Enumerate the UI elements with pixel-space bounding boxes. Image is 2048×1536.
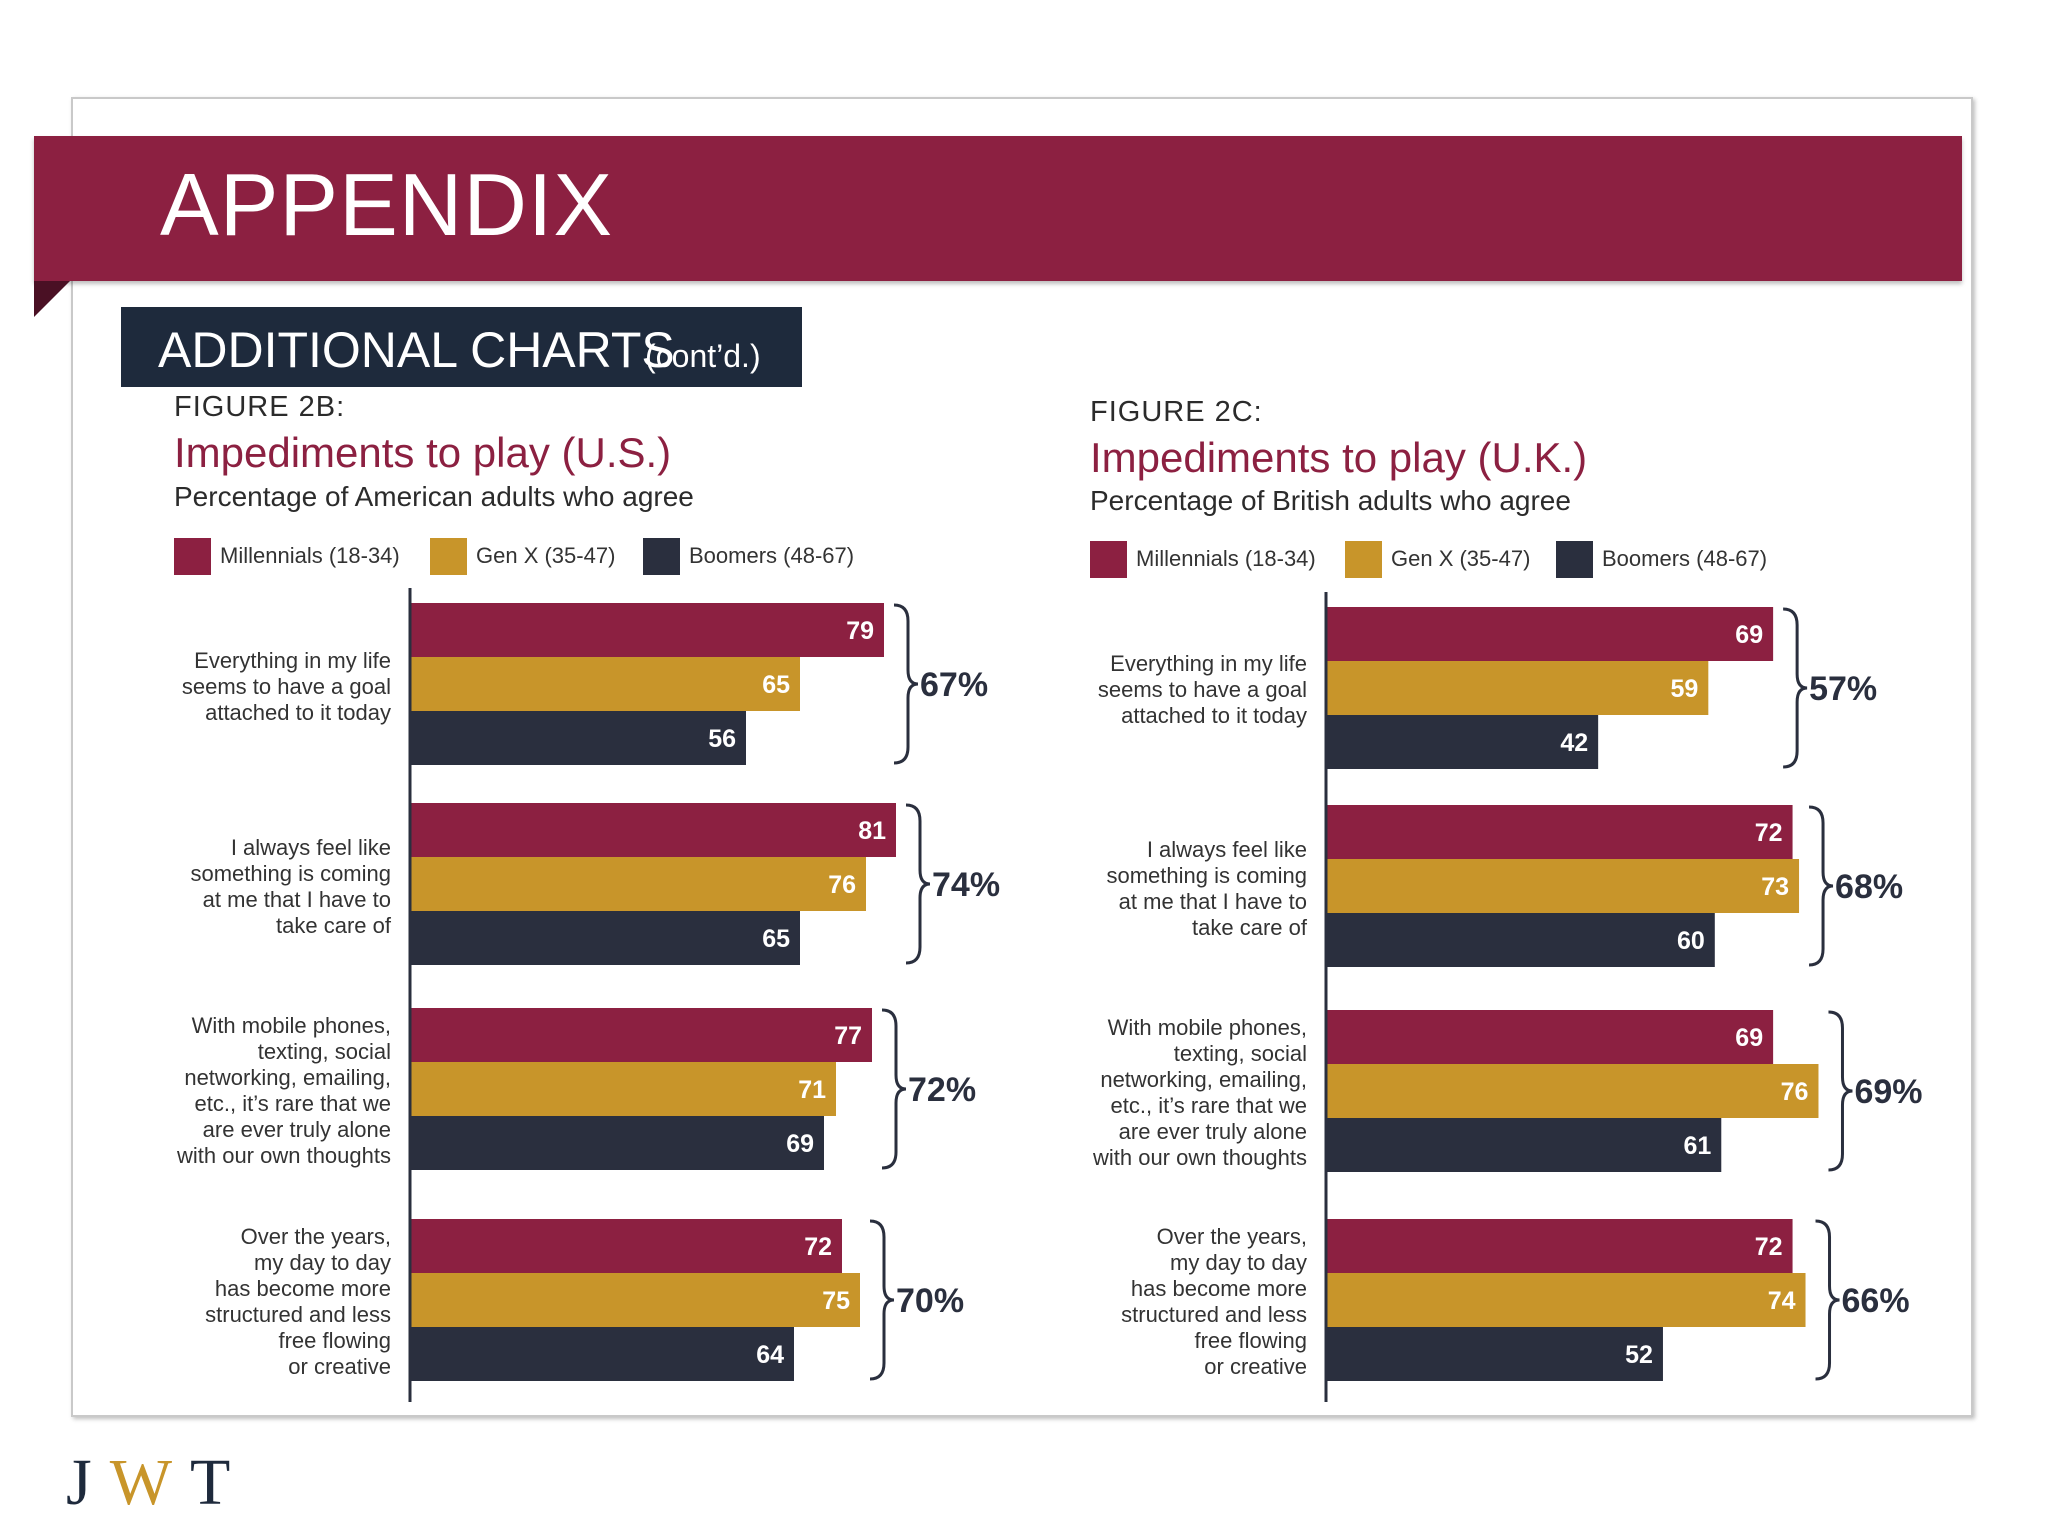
- category-label: I always feel like something is coming a…: [1106, 837, 1307, 940]
- figure-2c-label: FIGURE 2C:: [1090, 396, 1263, 428]
- bar-millennials: [1326, 805, 1793, 859]
- bar-value-label: 52: [1625, 1341, 1653, 1369]
- bar-millennials: [1326, 607, 1774, 661]
- group-total-label: 57%: [1809, 670, 1877, 708]
- bar-genx: [1326, 661, 1709, 715]
- group-total-label: 68%: [1835, 868, 1903, 906]
- bar-genx: [1326, 1273, 1806, 1327]
- bar-boomers: [1326, 913, 1715, 967]
- category-label: With mobile phones, texting, social netw…: [176, 1013, 391, 1168]
- legend-label-boomers: Boomers (48-67): [689, 543, 855, 568]
- group-total-label: 70%: [896, 1282, 964, 1320]
- figure-2b-title: Impediments to play (U.S.): [174, 429, 672, 476]
- category-label: Everything in my life seems to have a go…: [181, 648, 391, 725]
- figure-2b-subtitle: Percentage of American adults who agree: [174, 481, 694, 512]
- bar-value-label: 81: [858, 817, 886, 845]
- bar-value-label: 73: [1761, 873, 1789, 901]
- bar-genx: [410, 857, 866, 911]
- bar-boomers: [1326, 715, 1599, 769]
- group-total-label: 74%: [932, 866, 1000, 904]
- category-label: Everything in my life seems to have a go…: [1097, 651, 1307, 728]
- legend-swatch-genx: [430, 538, 467, 575]
- bar-boomers: [1326, 1327, 1663, 1381]
- legend-label-boomers: Boomers (48-67): [1602, 546, 1768, 571]
- bar-millennials: [410, 1219, 842, 1273]
- bar-value-label: 69: [1735, 1024, 1763, 1052]
- category-label: With mobile phones, texting, social netw…: [1092, 1015, 1307, 1170]
- bar-value-label: 60: [1677, 927, 1705, 955]
- group-total-label: 67%: [920, 666, 988, 704]
- category-label: Over the years, my day to day has become…: [205, 1224, 391, 1379]
- bar-value-label: 42: [1560, 729, 1588, 757]
- page-title: APPENDIX: [160, 155, 614, 254]
- bar-value-label: 75: [822, 1287, 850, 1315]
- group-total-label: 72%: [908, 1071, 976, 1109]
- group-brace: [905, 803, 931, 965]
- legend-swatch-genx: [1345, 541, 1382, 578]
- bar-value-label: 65: [762, 671, 790, 699]
- group-brace: [893, 603, 919, 765]
- bar-value-label: 56: [708, 725, 736, 753]
- bar-value-label: 76: [828, 871, 856, 899]
- bar-boomers: [410, 1116, 824, 1170]
- group-brace: [881, 1008, 907, 1170]
- jwt-logo: JWT: [66, 1446, 249, 1519]
- bar-boomers: [410, 911, 800, 965]
- group-total-label: 66%: [1842, 1282, 1910, 1320]
- bar-genx: [410, 1062, 836, 1116]
- bar-genx: [410, 657, 800, 711]
- bar-value-label: 72: [804, 1233, 832, 1261]
- subheader-box: [121, 307, 802, 387]
- bar-millennials: [410, 803, 896, 857]
- legend-swatch-millennials: [1090, 541, 1127, 578]
- legend-label-millennials: Millennials (18-34): [220, 543, 400, 568]
- bar-value-label: 64: [756, 1341, 784, 1369]
- bar-value-label: 79: [846, 617, 874, 645]
- group-brace: [1808, 805, 1834, 967]
- bar-value-label: 72: [1755, 1233, 1783, 1261]
- subheader-suffix: (cont’d.): [645, 338, 761, 374]
- legend-swatch-boomers: [643, 538, 680, 575]
- bar-value-label: 61: [1683, 1132, 1711, 1160]
- header-band: [34, 136, 1962, 281]
- figure-2c-subtitle: Percentage of British adults who agree: [1090, 485, 1571, 516]
- legend-label-millennials: Millennials (18-34): [1136, 546, 1316, 571]
- figure-2c-title: Impediments to play (U.K.): [1090, 434, 1588, 481]
- legend-swatch-millennials: [174, 538, 211, 575]
- bar-millennials: [1326, 1010, 1774, 1064]
- bar-value-label: 69: [1735, 621, 1763, 649]
- group-brace: [1783, 607, 1808, 769]
- bar-value-label: 71: [798, 1076, 826, 1104]
- bar-millennials: [410, 1008, 872, 1062]
- legend-label-genx: Gen X (35-47): [1391, 546, 1531, 571]
- bar-value-label: 69: [786, 1130, 814, 1158]
- group-brace: [1815, 1219, 1840, 1381]
- legend-label-genx: Gen X (35-47): [476, 543, 616, 568]
- group-brace: [869, 1219, 895, 1381]
- bar-value-label: 59: [1671, 675, 1699, 703]
- group-brace: [1828, 1010, 1853, 1172]
- bar-boomers: [410, 1327, 794, 1381]
- bar-millennials: [1326, 1219, 1793, 1273]
- bar-value-label: 76: [1781, 1078, 1809, 1106]
- bar-value-label: 65: [762, 925, 790, 953]
- bar-genx: [1326, 1064, 1819, 1118]
- bar-value-label: 77: [834, 1022, 862, 1050]
- bar-boomers: [410, 711, 746, 765]
- category-label: I always feel like something is coming a…: [190, 835, 391, 938]
- bar-boomers: [1326, 1118, 1722, 1172]
- category-label: Over the years, my day to day has become…: [1121, 1224, 1307, 1379]
- bar-value-label: 74: [1768, 1287, 1796, 1315]
- bar-genx: [410, 1273, 860, 1327]
- bar-value-label: 72: [1755, 819, 1783, 847]
- subheader-title: ADDITIONAL CHARTS: [158, 322, 675, 378]
- bar-genx: [1326, 859, 1800, 913]
- legend-swatch-boomers: [1556, 541, 1593, 578]
- bar-millennials: [410, 603, 884, 657]
- figure-2b-label: FIGURE 2B:: [174, 391, 346, 423]
- group-total-label: 69%: [1854, 1073, 1922, 1111]
